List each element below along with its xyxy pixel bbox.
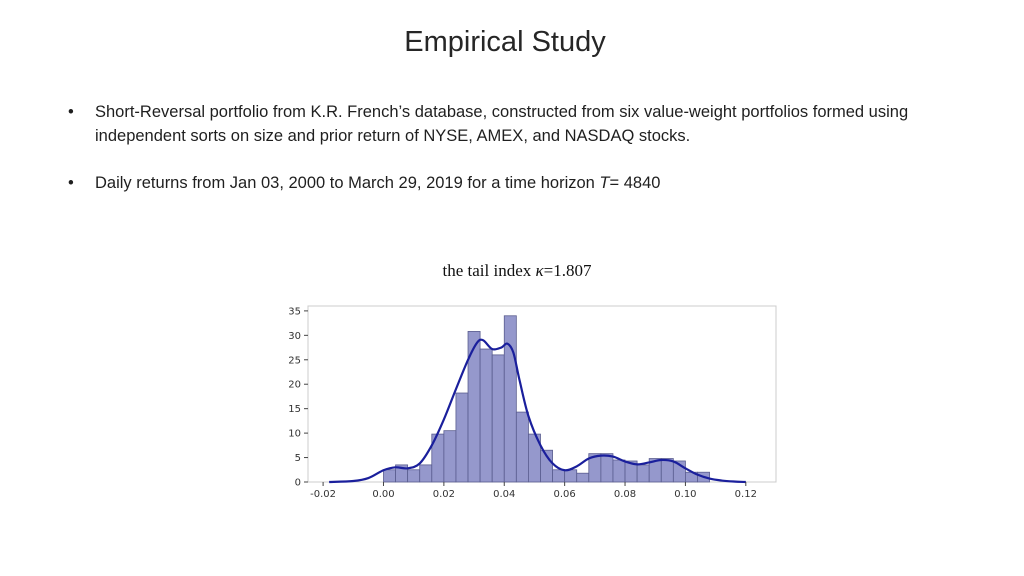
x-tick-label: -0.02 (310, 489, 336, 500)
histogram-bar (455, 392, 469, 483)
bullet-text: Daily returns from Jan 03, 2000 to March… (95, 174, 660, 192)
bullet-text-part: = 4840 (609, 174, 661, 192)
y-axis: 0 5 10 15 20 25 30 35 (288, 306, 308, 489)
histogram-bar (612, 459, 626, 483)
bullet-list: • Short-Reversal portfolio from K.R. Fre… (68, 100, 988, 218)
x-tick-label: 0.04 (493, 489, 515, 500)
histogram-bar (383, 469, 396, 483)
y-tick-label: 15 (288, 404, 301, 415)
histogram-bar (479, 348, 493, 483)
histogram-bar (564, 469, 578, 483)
caption-value: =1.807 (543, 261, 592, 280)
bullet-dot-icon: • (68, 103, 74, 121)
time-horizon-symbol: T (599, 174, 610, 192)
y-tick-label: 10 (288, 429, 301, 440)
x-tick-label: 0.06 (554, 489, 576, 500)
tail-index-symbol: κ (535, 261, 544, 280)
y-tick-label: 35 (288, 306, 301, 317)
kde-curve (329, 338, 746, 484)
histogram-bar (503, 315, 517, 483)
histogram-bar (600, 453, 614, 483)
histogram-bar (443, 430, 457, 483)
bullet-text-part: Daily returns from Jan 03, 2000 to March… (95, 174, 600, 192)
bullet-text: Short-Reversal portfolio from K.R. Frenc… (95, 103, 909, 145)
x-tick-label: 0.00 (372, 489, 394, 500)
x-axis: -0.02 0.00 0.02 0.04 0.06 0.08 0.10 0.12 (310, 482, 757, 500)
histogram-bar (552, 469, 566, 483)
y-tick-label: 30 (288, 331, 301, 342)
caption-prefix: the tail index (442, 261, 536, 280)
y-tick-label: 20 (288, 380, 301, 391)
x-tick-label: 0.08 (614, 489, 636, 500)
x-tick-label: 0.02 (433, 489, 455, 500)
slide-title: Empirical Study (404, 26, 606, 58)
chart-caption: the tail index κ=1.807 (0, 261, 1024, 281)
histogram-bar (491, 354, 505, 483)
y-tick-label: 25 (288, 355, 301, 366)
histogram-bar (515, 411, 529, 483)
x-tick-label: 0.10 (674, 489, 696, 500)
histogram-chart: 0 5 10 15 20 25 30 35 -0.02 0.00 0.02 0.04 0.06 0.08… (288, 305, 777, 500)
bullet-item: • Daily returns from Jan 03, 2000 to Mar… (68, 171, 988, 195)
histogram-bar (419, 464, 433, 483)
histogram-bar (636, 464, 650, 483)
y-tick-label: 0 (295, 478, 301, 489)
histogram-bar (576, 472, 590, 483)
histogram-bar (407, 469, 421, 483)
histogram-bars (383, 315, 710, 483)
x-tick-label: 0.12 (735, 489, 757, 500)
bullet-dot-icon: • (68, 174, 74, 192)
y-tick-label: 5 (295, 453, 301, 464)
bullet-item: • Short-Reversal portfolio from K.R. Fre… (68, 100, 988, 148)
